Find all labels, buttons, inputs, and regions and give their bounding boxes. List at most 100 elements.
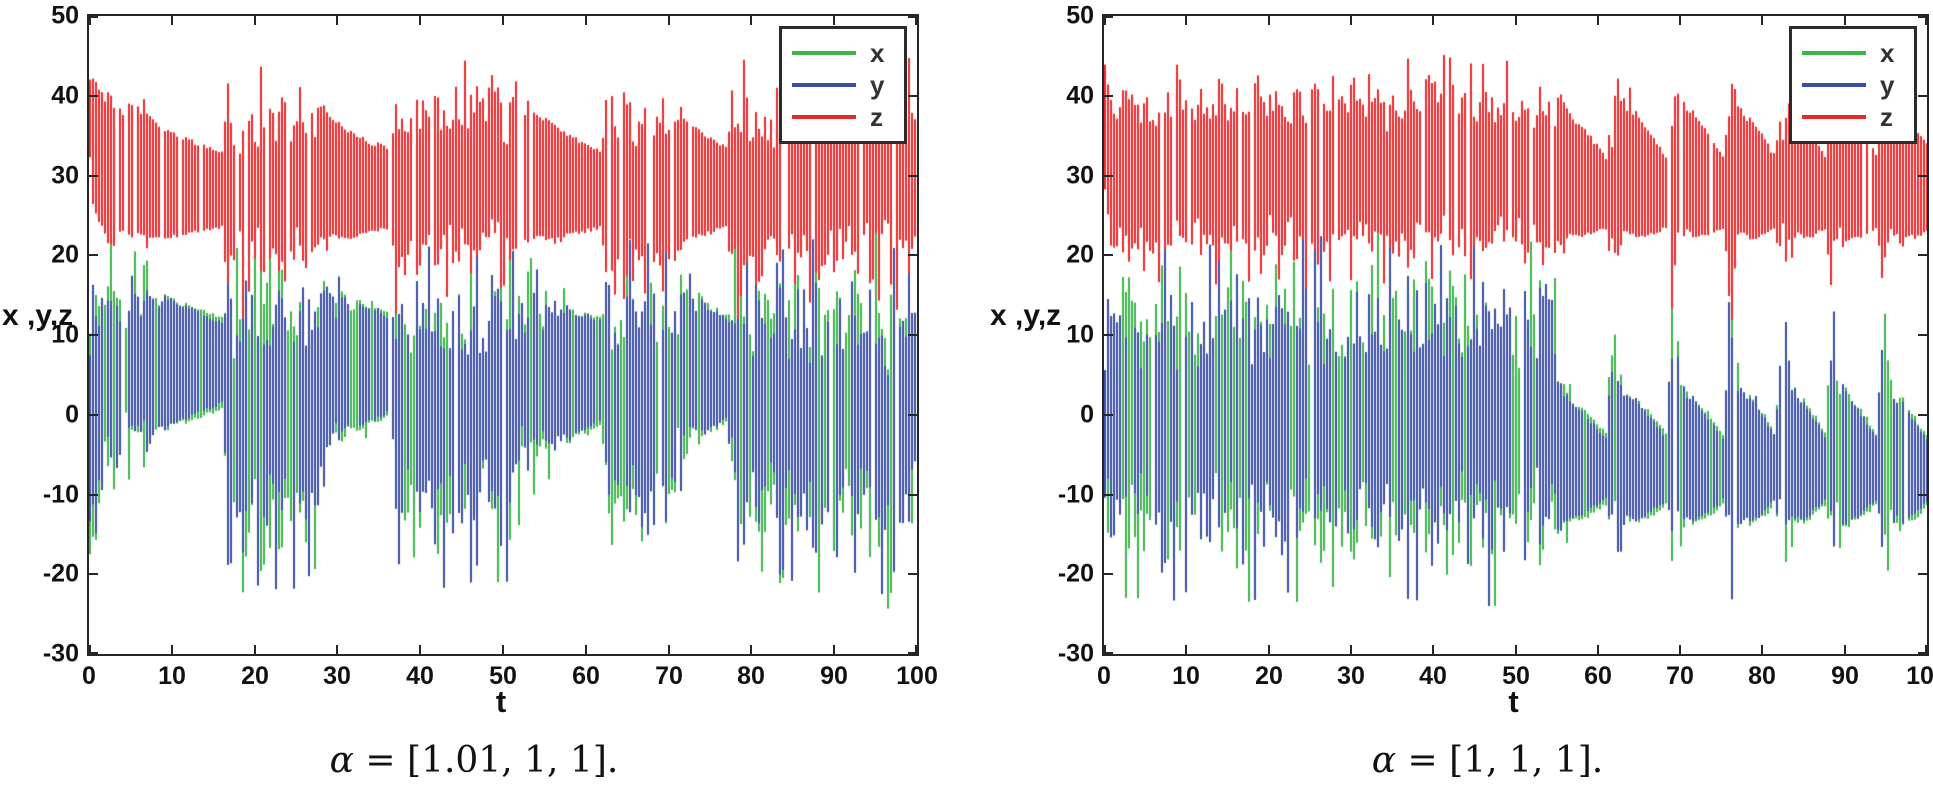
x-tick-mark xyxy=(502,16,504,25)
y-tick-mark xyxy=(908,16,917,18)
plot-right: x ,y,z x y z t α = [1, 1, 1]. 0 10 20 30 40 5… xyxy=(966,0,1933,802)
y-tick-mark xyxy=(1104,16,1113,18)
z-series-line-icon xyxy=(1802,115,1866,119)
y-tick-mark xyxy=(89,254,98,256)
y-tick-label: 40 xyxy=(1066,81,1094,110)
x-tick-mark xyxy=(1597,645,1599,654)
y-tick-label: -10 xyxy=(42,480,79,509)
legend-label: y xyxy=(1880,70,1895,100)
x-tick-mark xyxy=(502,645,504,654)
x-tick-mark xyxy=(419,16,421,25)
x-tick-mark xyxy=(336,645,338,654)
x-tick-label: 100 xyxy=(896,662,938,690)
legend-entry-z: z xyxy=(782,101,904,133)
y-tick-label: 0 xyxy=(1080,400,1094,429)
legend-label: z xyxy=(1880,102,1893,132)
y-tick-mark xyxy=(908,254,917,256)
y-tick-mark xyxy=(908,95,917,97)
legend: x y z xyxy=(1789,26,1917,144)
x-tick-label: 30 xyxy=(323,662,351,690)
caption: α = [1.01, 1, 1]. xyxy=(60,740,888,781)
x-tick-mark xyxy=(668,645,670,654)
y-series-line-icon xyxy=(792,83,856,87)
legend-entry-x: x xyxy=(782,37,904,69)
x-tick-mark xyxy=(1432,16,1434,25)
y-tick-label: 30 xyxy=(1066,161,1094,190)
x-tick-label: 20 xyxy=(241,662,269,690)
plot-left: x ,y,z x y z t α = [1.01, 1, 1]. 0 10 20 30… xyxy=(0,0,966,802)
x-tick-label: 80 xyxy=(737,662,765,690)
x-axis-label: t xyxy=(495,684,507,719)
y-tick-mark xyxy=(1918,334,1927,336)
x-tick-label: 90 xyxy=(820,662,848,690)
y-tick-mark xyxy=(89,652,98,654)
y-tick-mark xyxy=(1104,334,1113,336)
x-tick-mark xyxy=(585,645,587,654)
x-tick-mark xyxy=(89,645,91,654)
alpha-symbol: α xyxy=(329,740,354,781)
x-tick-mark xyxy=(668,16,670,25)
y-tick-mark xyxy=(908,175,917,177)
x-tick-mark xyxy=(336,16,338,25)
legend-entry-y: y xyxy=(1792,69,1914,101)
legend-label: x xyxy=(870,38,885,68)
y-tick-label: 20 xyxy=(51,240,79,269)
legend-entry-y: y xyxy=(782,69,904,101)
y-tick-mark xyxy=(1104,573,1113,575)
x-tick-label: 20 xyxy=(1255,662,1283,690)
x-tick-label: 40 xyxy=(1419,662,1447,690)
x-tick-mark xyxy=(833,16,835,25)
caption: α = [1, 1, 1]. xyxy=(1076,740,1899,781)
x-tick-mark xyxy=(171,645,173,654)
x-tick-label: 0 xyxy=(82,662,96,690)
x-tick-label: 50 xyxy=(1502,662,1530,690)
y-tick-label: 50 xyxy=(51,1,79,30)
x-tick-label: 100 xyxy=(1906,662,1933,690)
x-tick-label: 10 xyxy=(1172,662,1200,690)
x-tick-mark xyxy=(1515,645,1517,654)
x-tick-mark xyxy=(89,16,91,25)
y-tick-mark xyxy=(1918,652,1927,654)
y-series-line-icon xyxy=(1802,83,1866,87)
y-tick-mark xyxy=(908,494,917,496)
x-tick-mark xyxy=(1185,645,1187,654)
y-axis-label: x ,y,z xyxy=(2,299,74,332)
x-tick-mark xyxy=(254,16,256,25)
legend-label: y xyxy=(870,70,885,100)
y-tick-label: -30 xyxy=(42,639,79,668)
y-tick-mark xyxy=(89,16,98,18)
x-tick-mark xyxy=(1515,16,1517,25)
y-tick-mark xyxy=(1918,16,1927,18)
x-tick-mark xyxy=(1104,16,1106,25)
y-tick-label: -20 xyxy=(42,559,79,588)
x-tick-label: 50 xyxy=(489,662,517,690)
x-tick-mark xyxy=(171,16,173,25)
x-tick-mark xyxy=(254,645,256,654)
x-tick-label: 60 xyxy=(572,662,600,690)
x-tick-mark xyxy=(750,645,752,654)
y-tick-mark xyxy=(1918,95,1927,97)
x-tick-mark xyxy=(1679,16,1681,25)
y-tick-label: 40 xyxy=(51,81,79,110)
x-tick-label: 70 xyxy=(1666,662,1694,690)
y-tick-mark xyxy=(89,175,98,177)
x-tick-mark xyxy=(1761,645,1763,654)
x-tick-mark xyxy=(1268,645,1270,654)
y-tick-mark xyxy=(1918,494,1927,496)
x-tick-label: 30 xyxy=(1337,662,1365,690)
y-tick-mark xyxy=(1918,573,1927,575)
y-tick-mark xyxy=(1918,414,1927,416)
x-tick-mark xyxy=(1844,16,1846,25)
y-tick-label: 30 xyxy=(51,161,79,190)
x-tick-label: 0 xyxy=(1097,662,1111,690)
x-tick-label: 70 xyxy=(655,662,683,690)
y-tick-label: 0 xyxy=(65,400,79,429)
legend-label: z xyxy=(870,102,883,132)
x-tick-label: 10 xyxy=(158,662,186,690)
y-tick-mark xyxy=(1104,254,1113,256)
y-tick-mark xyxy=(89,494,98,496)
x-tick-mark xyxy=(915,645,917,654)
x-tick-mark xyxy=(915,16,917,25)
x-tick-label: 90 xyxy=(1831,662,1859,690)
caption-text: = [1.01, 1, 1]. xyxy=(353,740,619,781)
